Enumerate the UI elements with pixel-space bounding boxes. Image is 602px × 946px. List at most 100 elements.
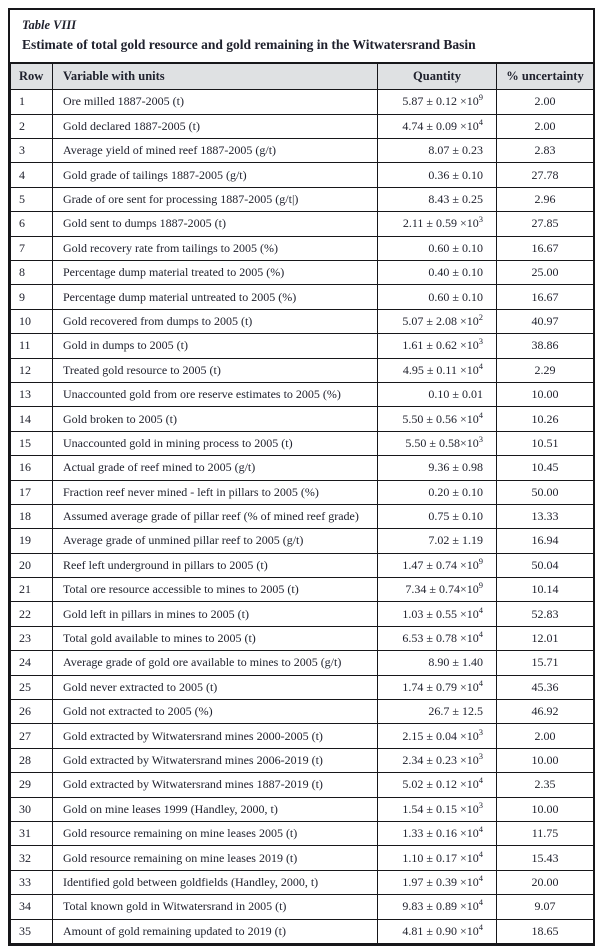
variable-cell: Average grade of unmined pillar reef to …	[52, 528, 378, 554]
quantity-cell: 1.47 ± 0.74 ×109	[377, 552, 497, 579]
row-number-cell: 27	[10, 723, 53, 749]
quantity-cell: 4.81 ± 0.90 ×104	[377, 918, 497, 944]
table-row: 19 Average grade of unmined pillar reef t…	[10, 528, 594, 554]
table-row: 18 Assumed average grade of pillar reef (…	[10, 503, 594, 530]
exponent: 3	[478, 214, 483, 225]
quantity-cell: 4.74 ± 0.09 ×104	[377, 113, 497, 140]
table-row: 13 Unaccounted gold from ore reserve esti…	[10, 381, 594, 408]
uncertainty-cell: 10.00	[496, 381, 594, 408]
uncertainty-cell: 2.83	[496, 138, 594, 164]
table-row: 22 Gold left in pillars in mines to 2005 …	[10, 601, 594, 627]
row-number-cell: 17	[10, 479, 53, 505]
quantity-cell: 7.02 ± 1.19	[377, 528, 497, 554]
table-row: 35 Amount of gold remaining updated to 20…	[10, 918, 594, 944]
table-row: 25 Gold never extracted to 2005 (t) 1.74 ±…	[10, 674, 594, 701]
variable-cell: Unaccounted gold from ore reserve estima…	[52, 381, 378, 408]
uncertainty-cell: 2.29	[496, 357, 594, 383]
variable-cell: Percentage dump material treated to 2005…	[52, 259, 378, 286]
exponent: 4	[478, 360, 483, 371]
uncertainty-cell: 52.83	[496, 601, 594, 627]
table-row: 11 Gold in dumps to 2005 (t) 1.61 ± 0.62 ×…	[10, 333, 594, 359]
variable-cell: Gold left in pillars in mines to 2005 (t…	[52, 601, 378, 627]
variable-cell: Grade of ore sent for processing 1887-20…	[52, 186, 378, 213]
quantity-cell: 0.60 ± 0.10	[377, 284, 497, 310]
variable-cell: Gold broken to 2005 (t)	[52, 406, 378, 432]
variable-cell: Gold recovery rate from tailings to 2005…	[52, 235, 378, 261]
variable-cell: Gold extracted by Witwatersrand mines 20…	[52, 747, 378, 774]
table-row: 30 Gold on mine leases 1999 (Handley, 200…	[10, 796, 594, 822]
table-row: 24 Average grade of gold ore available to…	[10, 650, 594, 676]
quantity-cell: 9.83 ± 0.89 ×104	[377, 894, 497, 920]
quantity-cell: 1.03 ± 0.55 ×104	[377, 601, 497, 627]
quantity-cell: 26.7 ± 12.5	[377, 699, 497, 725]
column-header-quantity: Quantity	[377, 63, 497, 91]
row-number-cell: 3	[10, 138, 53, 164]
quantity-cell: 2.15 ± 0.04 ×103	[377, 723, 497, 749]
exponent: 3	[478, 336, 483, 347]
header-row: Row Variable with units Quantity % uncer…	[10, 63, 594, 91]
uncertainty-cell: 10.26	[496, 406, 594, 432]
uncertainty-cell: 27.85	[496, 211, 594, 237]
variable-cell: Assumed average grade of pillar reef (% …	[52, 503, 378, 530]
quantity-cell: 6.53 ± 0.78 ×104	[377, 625, 497, 652]
quantity-cell: 8.07 ± 0.23	[377, 138, 497, 164]
variable-cell: Ore milled 1887-2005 (t)	[52, 89, 378, 115]
exponent: 3	[478, 726, 483, 737]
row-number-cell: 7	[10, 235, 53, 261]
quantity-cell: 7.34 ± 0.74×109	[377, 577, 497, 603]
quantity-cell: 1.10 ± 0.17 ×104	[377, 845, 497, 871]
uncertainty-cell: 12.01	[496, 625, 594, 652]
exponent: 4	[478, 848, 483, 859]
uncertainty-cell: 10.45	[496, 455, 594, 481]
table-subtitle: Estimate of total gold resource and gold…	[22, 37, 476, 52]
row-number-cell: 26	[10, 699, 53, 725]
uncertainty-cell: 50.00	[496, 479, 594, 505]
uncertainty-cell: 10.00	[496, 796, 594, 822]
quantity-cell: 2.11 ± 0.59 ×103	[377, 211, 497, 237]
variable-cell: Total ore resource accessible to mines t…	[52, 577, 378, 603]
row-number-cell: 16	[10, 455, 53, 481]
row-number-cell: 19	[10, 528, 53, 554]
exponent: 4	[478, 775, 483, 786]
variable-cell: Amount of gold remaining updated to 2019…	[52, 918, 378, 944]
uncertainty-cell: 11.75	[496, 820, 594, 847]
row-number-cell: 10	[10, 308, 53, 335]
row-number-cell: 6	[10, 211, 53, 237]
gold-resource-table: Row Variable with units Quantity % uncer…	[10, 63, 594, 944]
quantity-cell: 5.07 ± 2.08 ×102	[377, 308, 497, 335]
table-row: 3 Average yield of mined reef 1887-2005 (…	[10, 138, 594, 164]
quantity-cell: 2.34 ± 0.23 ×103	[377, 747, 497, 774]
variable-cell: Average grade of gold ore available to m…	[52, 650, 378, 676]
uncertainty-cell: 2.00	[496, 89, 594, 115]
table-viii-frame: Table VIII Estimate of total gold resour…	[8, 8, 595, 946]
uncertainty-cell: 27.78	[496, 162, 594, 188]
row-number-cell: 4	[10, 162, 53, 188]
row-number-cell: 30	[10, 796, 53, 822]
variable-cell: Percentage dump material untreated to 20…	[52, 284, 378, 310]
exponent: 4	[478, 824, 483, 835]
table-row: 29 Gold extracted by Witwatersrand mines …	[10, 772, 594, 798]
column-header-variable: Variable with units	[52, 63, 378, 91]
row-number-cell: 23	[10, 625, 53, 652]
row-number-cell: 24	[10, 650, 53, 676]
table-row: 20 Reef left underground in pillars to 20…	[10, 552, 594, 579]
row-number-cell: 8	[10, 259, 53, 286]
uncertainty-cell: 16.67	[496, 235, 594, 261]
row-number-cell: 32	[10, 845, 53, 871]
row-number-cell: 35	[10, 918, 53, 944]
quantity-cell: 1.97 ± 0.39 ×104	[377, 869, 497, 896]
quantity-cell: 8.90 ± 1.40	[377, 650, 497, 676]
table-row: 21 Total ore resource accessible to mines…	[10, 577, 594, 603]
exponent: 4	[478, 629, 483, 640]
uncertainty-cell: 2.35	[496, 772, 594, 798]
table-caption: Table VIII Estimate of total gold resour…	[10, 10, 593, 64]
quantity-cell: 5.50 ± 0.58×103	[377, 430, 497, 457]
table-row: 23 Total gold available to mines to 2005 …	[10, 625, 594, 652]
variable-cell: Gold in dumps to 2005 (t)	[52, 333, 378, 359]
variable-cell: Unaccounted gold in mining process to 20…	[52, 430, 378, 457]
exponent: 4	[478, 897, 483, 908]
uncertainty-cell: 46.92	[496, 699, 594, 725]
row-number-cell: 33	[10, 869, 53, 896]
row-number-cell: 20	[10, 552, 53, 579]
row-number-cell: 34	[10, 894, 53, 920]
